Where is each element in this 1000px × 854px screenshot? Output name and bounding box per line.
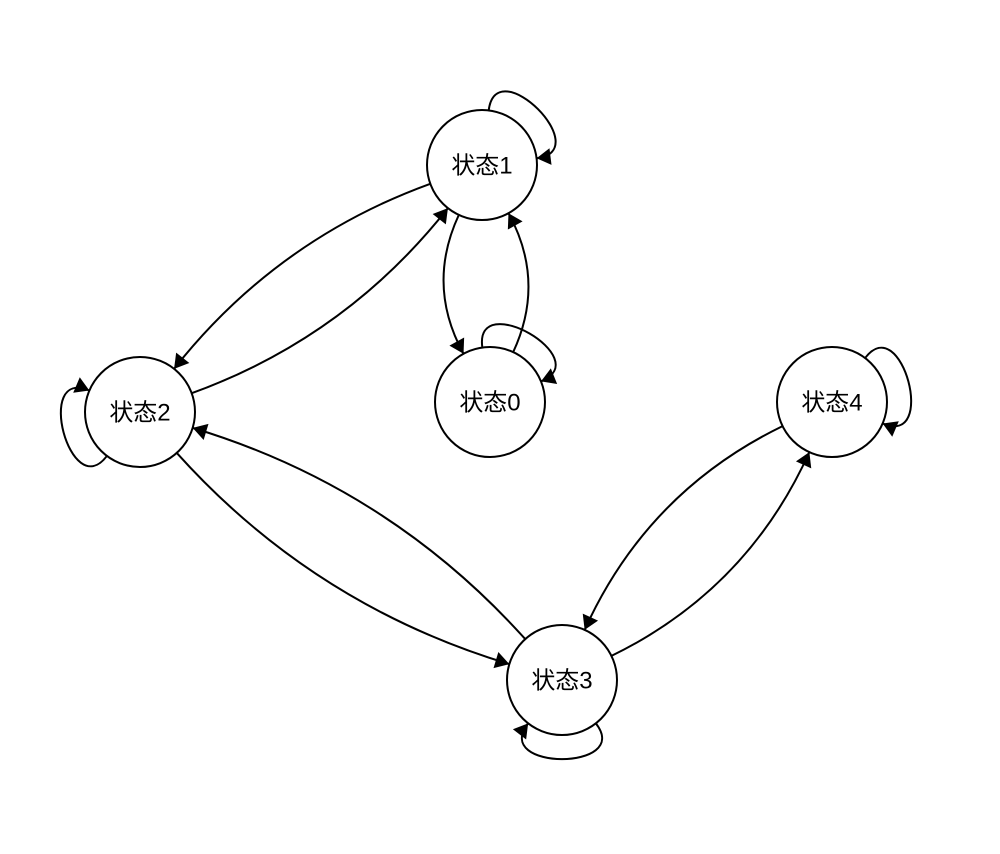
- nodes-layer: 状态0 状态1 状态2 状态3 状态4: [85, 110, 887, 735]
- state-node-label: 状态2: [109, 399, 170, 426]
- state-node-label: 状态4: [801, 389, 862, 416]
- state-node-s0: 状态0: [435, 347, 545, 457]
- state-node-label: 状态3: [531, 667, 592, 694]
- state-node-label: 状态1: [451, 152, 512, 179]
- state-node-s4: 状态4: [777, 347, 887, 457]
- state-graph: 状态0 状态1 状态2 状态3 状态4: [0, 0, 1000, 854]
- state-node-label: 状态0: [459, 389, 520, 416]
- state-node-s1: 状态1: [427, 110, 537, 220]
- state-node-s3: 状态3: [507, 625, 617, 735]
- state-node-s2: 状态2: [85, 357, 195, 467]
